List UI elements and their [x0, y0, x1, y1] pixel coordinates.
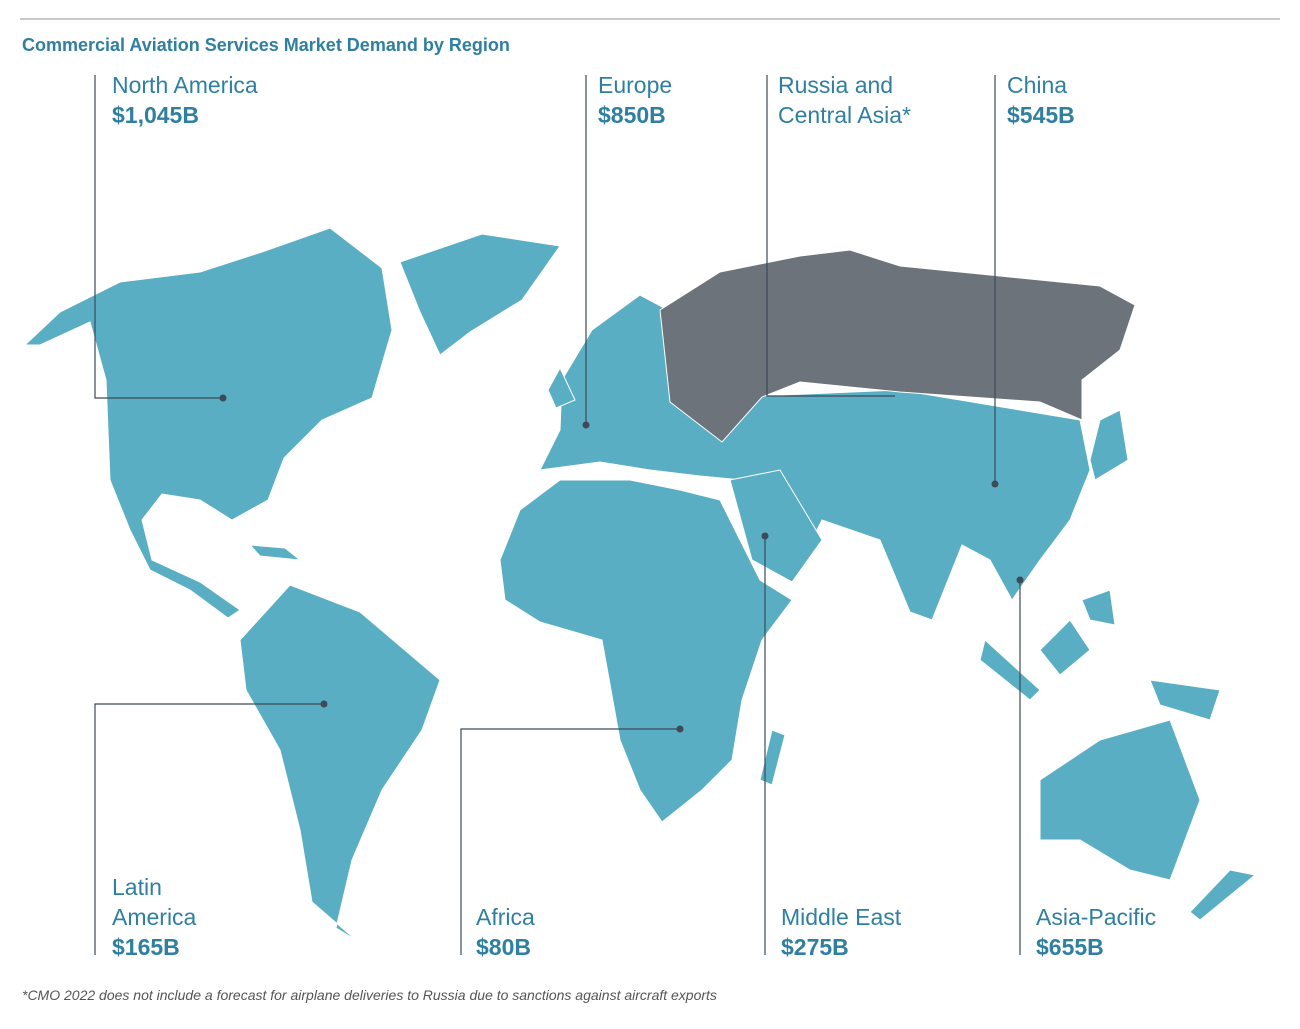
- russia: [659, 249, 1136, 443]
- region-name: Russia and: [778, 72, 893, 98]
- region-value: $275B: [781, 934, 849, 960]
- region-value: $850B: [598, 102, 666, 128]
- japan: [1089, 409, 1129, 481]
- greenland: [399, 233, 561, 356]
- south-america: [239, 584, 441, 941]
- madagascar: [759, 729, 786, 786]
- world-map: [23, 227, 1257, 941]
- region-name: America: [112, 904, 197, 930]
- leader-dot: [1016, 576, 1024, 584]
- north-america: [23, 227, 393, 619]
- leader-dot: [219, 394, 227, 402]
- region-value: $80B: [476, 934, 531, 960]
- region-name: Europe: [598, 72, 672, 98]
- region-value: $1,045B: [112, 102, 199, 128]
- australia: [1039, 719, 1201, 881]
- leader-dot: [676, 725, 684, 733]
- region-name: Central Asia*: [778, 102, 911, 128]
- title: Commercial Aviation Services Market Dema…: [22, 35, 510, 55]
- region-name: Africa: [476, 904, 535, 930]
- caribbean: [248, 544, 302, 561]
- leader-line: [766, 75, 895, 397]
- leader-dot: [761, 532, 769, 540]
- leader-line: [460, 728, 680, 955]
- leader-dot: [582, 421, 590, 429]
- leader-line: [94, 75, 223, 399]
- leader-dot: [991, 480, 999, 488]
- new-zealand: [1189, 869, 1257, 921]
- region-name: North America: [112, 72, 258, 98]
- region-value: $165B: [112, 934, 180, 960]
- region-value: $655B: [1036, 934, 1104, 960]
- region-name: China: [1007, 72, 1067, 98]
- region-labels: North America $1,045B Europe $850B Russia an…: [94, 72, 1156, 960]
- region-value: $545B: [1007, 102, 1075, 128]
- region-name: Asia-Pacific: [1036, 904, 1156, 930]
- footnote: *CMO 2022 does not include a forecast fo…: [22, 987, 717, 1003]
- region-name: Middle East: [781, 904, 902, 930]
- leader-dot: [320, 700, 328, 708]
- leader-line: [94, 703, 324, 955]
- arabia: [729, 469, 823, 583]
- uk: [547, 366, 576, 409]
- africa: [499, 479, 793, 823]
- region-name: Latin: [112, 874, 162, 900]
- indonesia: [979, 589, 1221, 721]
